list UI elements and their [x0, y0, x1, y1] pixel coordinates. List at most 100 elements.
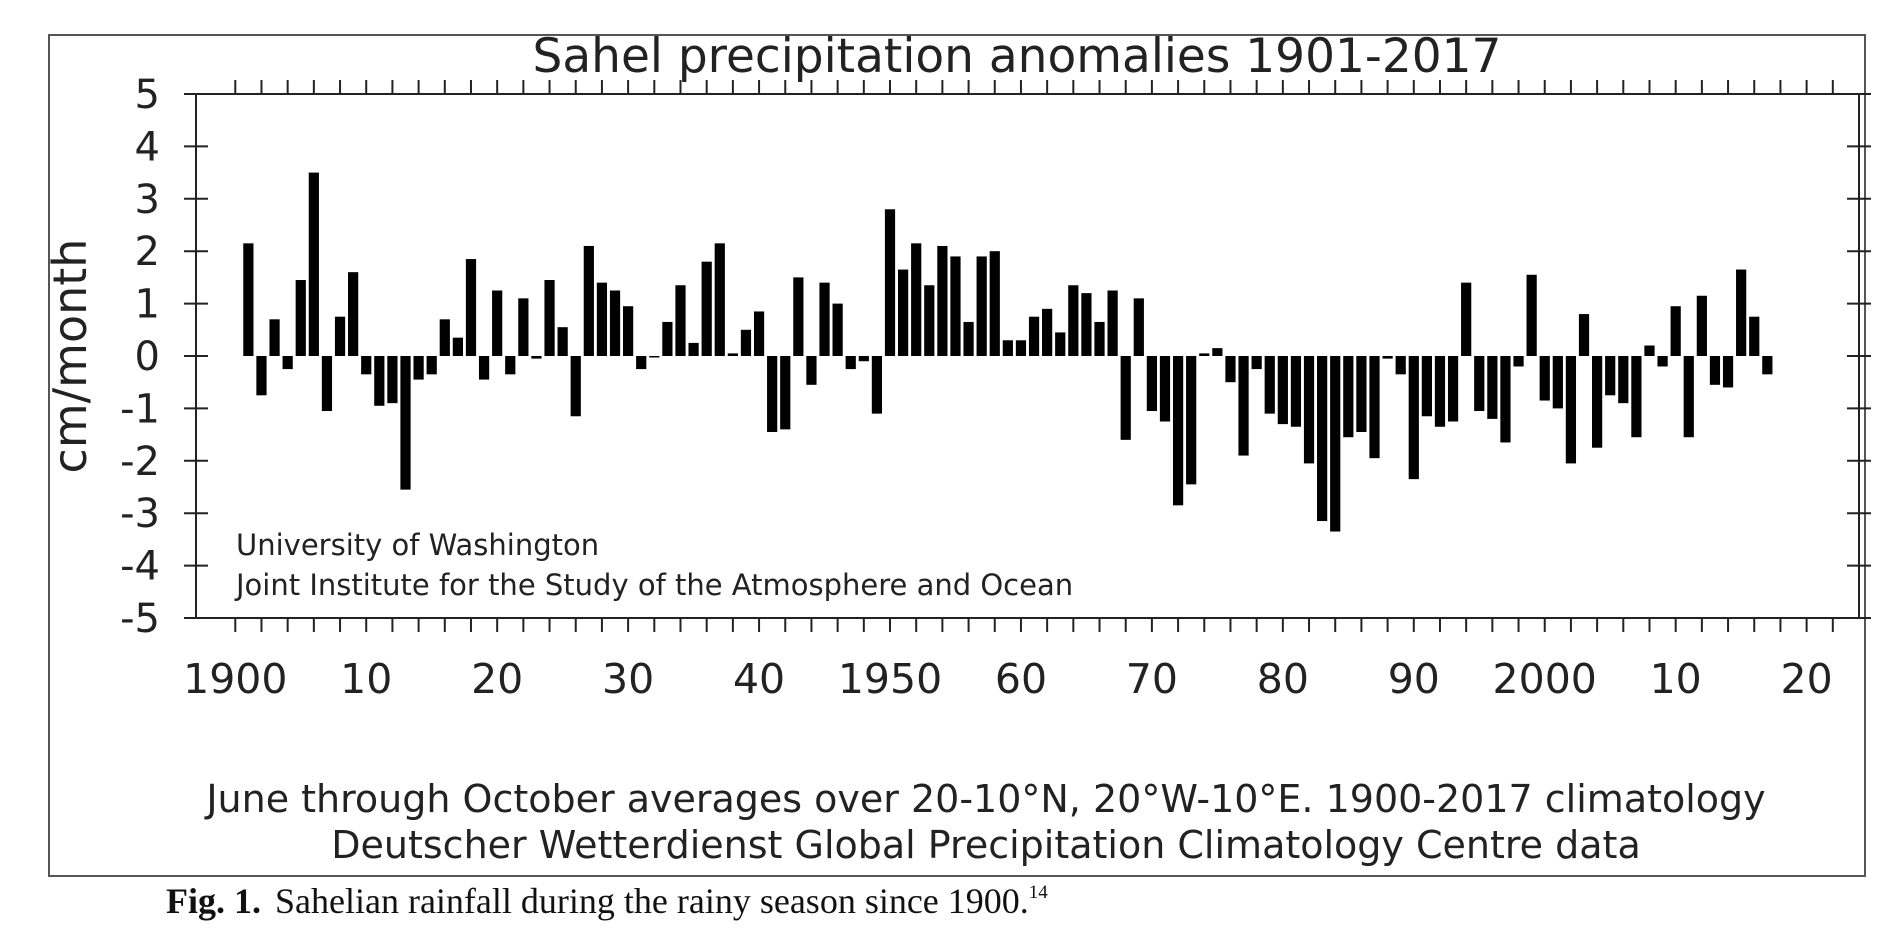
x-tick-label: 1900 — [183, 655, 287, 703]
bar-1962 — [1042, 308, 1053, 356]
bar-1998 — [1513, 356, 1524, 367]
bar-2012 — [1696, 295, 1707, 356]
bar-1909 — [348, 272, 359, 356]
bar-1916 — [439, 319, 450, 356]
bar-1942 — [780, 356, 791, 430]
bar-1999 — [1526, 274, 1537, 356]
bar-1941 — [767, 356, 778, 432]
x-tick-label: 10 — [1650, 655, 1702, 703]
bar-1982 — [1303, 356, 1315, 464]
bar-1925 — [557, 327, 568, 356]
bar-1972 — [1172, 356, 1184, 506]
y-tick-label: -4 — [120, 544, 160, 590]
bar-1985 — [1343, 356, 1354, 438]
bar-1978 — [1251, 356, 1262, 370]
bar-1979 — [1264, 356, 1275, 414]
bar-2017 — [1762, 356, 1773, 375]
bar-1995 — [1474, 356, 1485, 412]
bar-1933 — [662, 321, 673, 356]
bar-2005 — [1605, 356, 1616, 396]
bar-2001 — [1552, 356, 1563, 409]
bar-1983 — [1317, 356, 1328, 522]
bar-1902 — [256, 356, 267, 396]
bar-1906 — [308, 172, 319, 356]
bar-1923 — [531, 356, 542, 359]
bar-1914 — [413, 356, 424, 380]
bar-2000 — [1539, 356, 1550, 401]
bar-2004 — [1592, 356, 1603, 448]
y-tick-label: 5 — [135, 72, 160, 118]
bar-1930 — [623, 306, 634, 356]
bar-1937 — [714, 243, 725, 356]
x-tick-label: 70 — [1126, 655, 1178, 703]
bar-1968 — [1120, 356, 1131, 440]
bar-1988 — [1382, 356, 1393, 359]
bar-1901 — [243, 243, 254, 356]
bar-1936 — [701, 261, 712, 356]
bar-2014 — [1722, 356, 1734, 388]
bar-1944 — [806, 356, 817, 385]
bar-2010 — [1670, 306, 1681, 356]
bar-1908 — [334, 316, 346, 356]
bar-2015 — [1736, 269, 1747, 356]
bar-1940 — [753, 311, 765, 356]
bar-1975 — [1212, 348, 1223, 356]
bar-1928 — [596, 282, 608, 356]
bar-1931 — [636, 356, 647, 370]
bar-2016 — [1749, 316, 1760, 356]
bar-1987 — [1369, 356, 1380, 459]
bar-1973 — [1186, 356, 1197, 485]
note-line-1: June through October averages over 20-10… — [204, 777, 1765, 821]
figure-frame — [48, 34, 1866, 877]
bar-1990 — [1408, 356, 1419, 480]
bar-1971 — [1159, 356, 1171, 422]
bar-1952 — [911, 243, 922, 356]
caption-text: Sahelian rainfall during the rainy seaso… — [275, 881, 1029, 921]
y-tick-label: 0 — [135, 334, 160, 380]
bar-1910 — [361, 356, 372, 375]
bar-1992 — [1434, 356, 1446, 427]
y-tick-label: -5 — [120, 596, 160, 642]
bar-1986 — [1356, 356, 1367, 432]
bar-1945 — [819, 282, 830, 356]
y-tick-label: 3 — [135, 177, 160, 223]
y-tick-label: 4 — [135, 124, 160, 170]
bar-1926 — [570, 356, 581, 417]
bar-1966 — [1094, 321, 1105, 356]
bar-1956 — [963, 321, 974, 356]
x-tick-label: 90 — [1388, 655, 1440, 703]
annotation-line-2: Joint Institute for the Study of the Atm… — [234, 568, 1073, 602]
bar-1903 — [269, 319, 280, 356]
x-tick-label: 1950 — [838, 655, 942, 703]
figure-caption: Fig. 1. Sahelian rainfall during the rain… — [166, 880, 1048, 922]
bar-1991 — [1421, 356, 1432, 417]
bar-1954 — [937, 245, 948, 356]
y-axis-label: cm/month — [43, 239, 97, 474]
x-tick-label: 80 — [1257, 655, 1309, 703]
bar-1989 — [1395, 356, 1406, 375]
bar-1965 — [1081, 293, 1092, 356]
y-tick-label: -3 — [120, 491, 160, 537]
bar-1994 — [1461, 282, 1472, 356]
bar-1938 — [727, 353, 738, 356]
bar-1947 — [845, 356, 856, 370]
x-tick-label: 2000 — [1493, 655, 1597, 703]
bar-1950 — [884, 209, 896, 356]
annotation-line-1: University of Washington — [236, 528, 599, 562]
bar-1958 — [989, 251, 1000, 356]
bar-1917 — [452, 337, 463, 356]
bar-1911 — [374, 356, 385, 406]
bar-1993 — [1447, 356, 1459, 422]
bar-1948 — [858, 356, 869, 362]
bar-1980 — [1277, 356, 1288, 425]
bar-1974 — [1199, 353, 1210, 356]
bar-1997 — [1500, 356, 1511, 443]
x-tick-label: 20 — [1781, 655, 1833, 703]
note-line-2: Deutscher Wetterdienst Global Precipitat… — [331, 823, 1640, 867]
bar-1913 — [400, 356, 411, 490]
bar-1918 — [465, 259, 477, 356]
x-axis: 1900 10 20 30 40 1950 60 70 80 90 2000 10 20 — [183, 80, 1834, 703]
x-tick-label: 40 — [733, 655, 785, 703]
y-tick-label: -1 — [120, 386, 160, 432]
